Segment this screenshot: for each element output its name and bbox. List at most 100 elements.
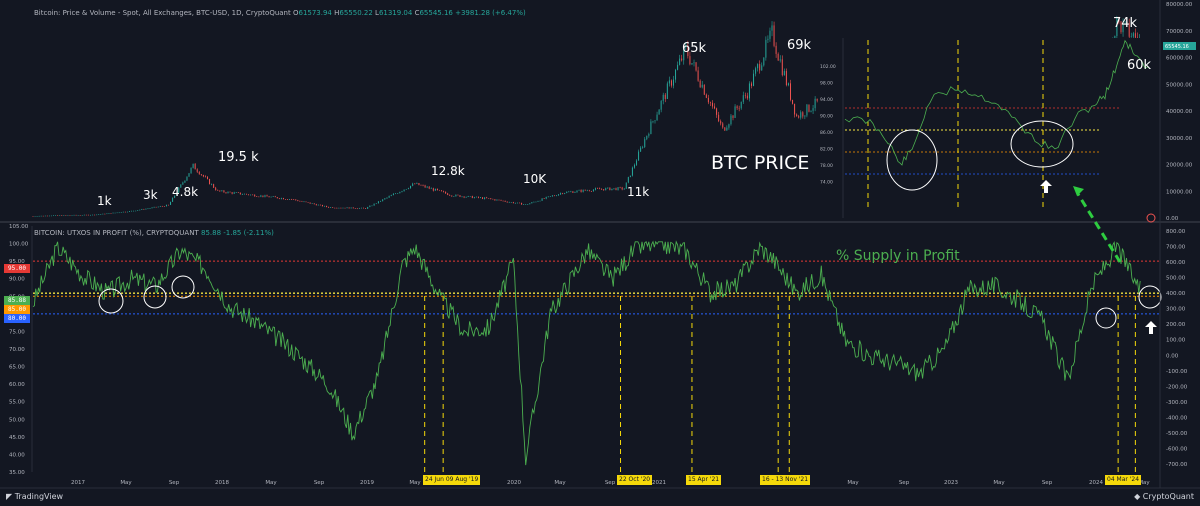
price-candle: [313, 203, 315, 205]
price-candle: [599, 188, 601, 190]
supply-axis-tick: 100.00: [9, 242, 29, 248]
price-candle: [611, 188, 613, 191]
supply-point: [439, 295, 441, 297]
price-candle: [648, 134, 650, 136]
price-candle: [711, 102, 713, 107]
price-candle: [371, 205, 373, 207]
up-arrow-icon: [1145, 321, 1157, 334]
price-candle: [348, 207, 350, 209]
price-candle: [744, 95, 746, 96]
price-candle: [382, 199, 384, 202]
btc-price-label: BTC PRICE: [711, 152, 810, 174]
price-candle: [750, 83, 752, 86]
up-arrow-icon: [1040, 180, 1052, 193]
price-candle: [227, 191, 229, 194]
price-label-65k: 65k: [682, 41, 707, 56]
price-point: [525, 204, 527, 206]
price-candle: [375, 203, 377, 204]
price-candle: [775, 45, 777, 54]
price-candle: [79, 215, 81, 216]
secondary-axis-tick: -300.00: [1166, 400, 1188, 406]
price-candle: [57, 215, 59, 216]
price-label-4-8k: 4.8k: [172, 185, 199, 199]
price-candle: [695, 62, 697, 71]
price-point: [192, 165, 194, 167]
price-candle: [449, 194, 451, 196]
cryptoquant-logo[interactable]: ◆ CryptoQuant: [1134, 492, 1194, 501]
price-candle: [617, 187, 619, 191]
price-candle: [219, 190, 221, 192]
price-candle: [810, 110, 812, 112]
price-candle: [256, 196, 258, 197]
price-candle: [629, 175, 631, 178]
price-candle: [186, 176, 188, 181]
price-candle: [625, 182, 627, 189]
x-axis-tick: 2021: [652, 480, 666, 486]
price-candle: [180, 184, 182, 188]
price-candle: [597, 188, 599, 189]
price-candle: [399, 191, 401, 194]
supply-point: [377, 376, 379, 378]
supply-point: [759, 246, 761, 248]
price-candle: [188, 173, 190, 177]
price-point: [94, 214, 96, 216]
price-candle: [547, 196, 549, 198]
level-tag-red: 95.00: [4, 264, 30, 273]
price-axis-tick: 50000.00: [1166, 82, 1193, 88]
price-point: [168, 204, 170, 206]
price-candle: [482, 197, 484, 199]
date-tag-oct-20: 22 Oct '20: [617, 475, 653, 485]
price-candle: [172, 197, 174, 202]
supply-in-profit-label: % Supply in Profit: [836, 248, 960, 264]
price-candle: [350, 207, 352, 209]
supply-panel: [32, 240, 1162, 475]
price-candle: [233, 192, 235, 194]
supply-point: [968, 288, 970, 290]
price-candle: [344, 207, 346, 209]
price-axis-tick: 0.00: [1166, 216, 1179, 222]
price-candle: [424, 185, 426, 188]
price-candle: [640, 147, 642, 152]
price-candle: [613, 188, 615, 189]
price-candle: [192, 163, 194, 168]
green-arrow-head-icon: [1073, 186, 1084, 196]
price-candle: [605, 188, 607, 191]
price-candle: [558, 194, 560, 196]
supply-point: [993, 285, 995, 287]
price-candle: [407, 188, 409, 190]
price-candle: [280, 198, 282, 199]
price-candle: [794, 103, 796, 115]
price-candle: [646, 135, 648, 140]
price-candle: [658, 109, 660, 115]
price-candle: [414, 183, 416, 185]
price-candle: [441, 190, 443, 192]
price-candle: [1130, 36, 1132, 38]
price-candle: [295, 199, 297, 201]
tradingview-logo[interactable]: ◤ TradingView: [6, 492, 64, 501]
price-candle: [738, 108, 740, 109]
price-candle: [278, 198, 280, 199]
price-candle: [687, 45, 689, 57]
price-candle: [248, 194, 250, 196]
price-candle: [477, 196, 479, 198]
supply-point: [919, 373, 921, 375]
price-candle: [346, 207, 348, 209]
price-candle: [239, 192, 241, 195]
supply-axis-tick: 65.00: [9, 365, 25, 371]
price-candle: [430, 188, 432, 189]
price-candle: [211, 184, 213, 185]
secondary-axis-tick: 500.00: [1166, 276, 1186, 282]
price-candle: [740, 101, 742, 109]
ohlc-low: 61319.04: [378, 9, 413, 17]
price-point: [131, 210, 133, 212]
supply-point: [796, 292, 798, 294]
price-candle: [1126, 21, 1128, 24]
price-candle: [354, 208, 356, 209]
price-candle: [705, 94, 707, 98]
price-candle: [198, 171, 200, 175]
price-candle: [609, 187, 611, 191]
price-candle: [153, 206, 155, 208]
price-candle: [623, 188, 625, 190]
price-candle: [426, 186, 428, 188]
price-candle: [761, 65, 763, 71]
